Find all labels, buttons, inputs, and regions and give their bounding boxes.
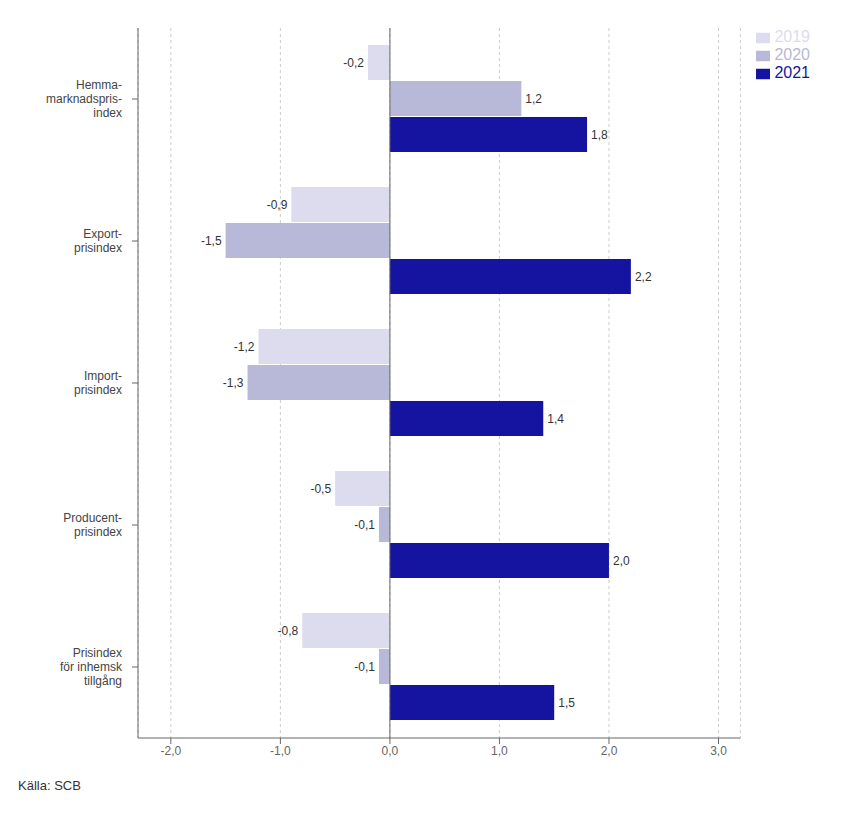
svg-text:-0,9: -0,9 — [267, 198, 288, 212]
html-text:2021: 2021 — [774, 64, 810, 81]
svg-text:-0,5: -0,5 — [310, 482, 331, 496]
svg-text:Hemma-marknadspris-index: Hemma-marknadspris-index — [46, 78, 122, 120]
svg-text:2,0: 2,0 — [613, 554, 630, 568]
svg-text:3,0: 3,0 — [710, 744, 727, 758]
svg-text:-0,2: -0,2 — [343, 56, 364, 70]
svg-text:2,0: 2,0 — [601, 744, 618, 758]
svg-text:1,4: 1,4 — [547, 412, 564, 426]
svg-text:1,2: 1,2 — [525, 92, 542, 106]
svg-text:-2,0: -2,0 — [161, 744, 182, 758]
svg-text:-1,2: -1,2 — [234, 340, 255, 354]
svg-text:1,0: 1,0 — [491, 744, 508, 758]
svg-text:-1,0: -1,0 — [270, 744, 291, 758]
svg-text:-0,1: -0,1 — [354, 518, 375, 532]
html-text:2020: 2020 — [774, 46, 810, 63]
svg-text:Producent-prisindex: Producent-prisindex — [63, 511, 122, 539]
svg-text:0,0: 0,0 — [382, 744, 399, 758]
html-text:2019: 2019 — [774, 28, 810, 45]
svg-text:-0,1: -0,1 — [354, 660, 375, 674]
svg-text:-0,8: -0,8 — [278, 624, 299, 638]
svg-text:1,5: 1,5 — [558, 696, 575, 710]
svg-text:Prisindexför inhemsktillgång: Prisindexför inhemsktillgång — [60, 646, 123, 688]
svg-text:Import-prisindex: Import-prisindex — [74, 369, 122, 397]
svg-text:Export-prisindex: Export-prisindex — [74, 227, 122, 255]
svg-text:-1,3: -1,3 — [223, 376, 244, 390]
svg-text:-1,5: -1,5 — [201, 234, 222, 248]
svg-text:2,2: 2,2 — [635, 270, 652, 284]
svg-text:1,8: 1,8 — [591, 128, 608, 142]
html-text:Källa: SCB: Källa: SCB — [18, 778, 81, 793]
